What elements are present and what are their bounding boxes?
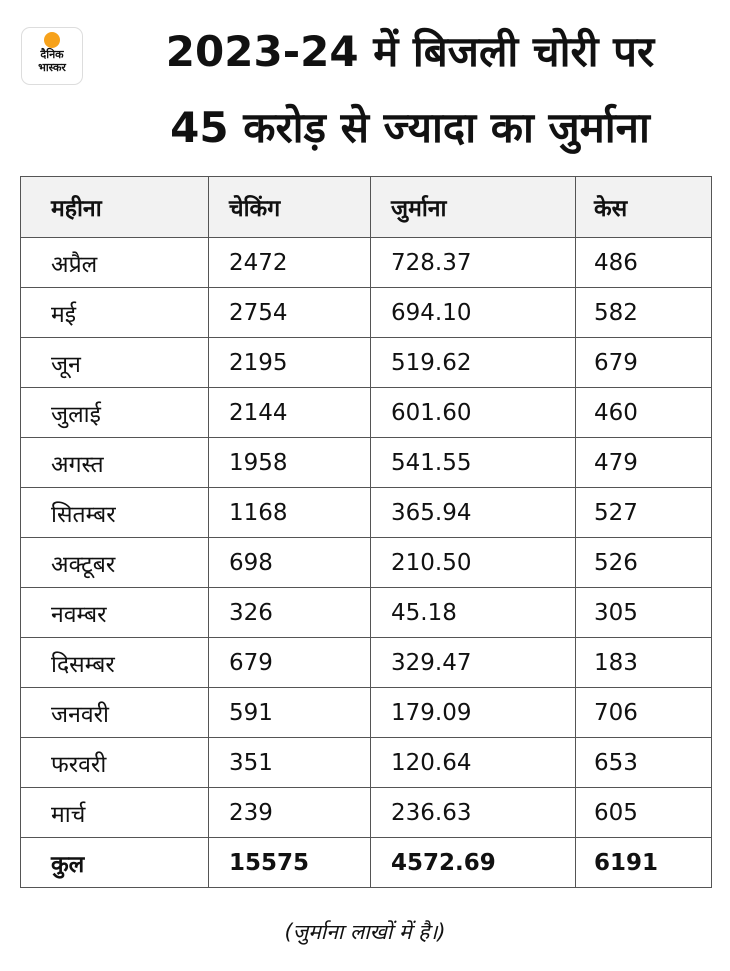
table-cell: 527: [575, 487, 712, 538]
table-cell: अप्रैल: [20, 237, 209, 288]
table-cell: 210.50: [370, 537, 576, 588]
table-row: मार्च 239 236.63 605: [20, 787, 712, 838]
table-cell: नवम्बर: [20, 587, 209, 638]
table-cell: 526: [575, 537, 712, 588]
table-cell: 179.09: [370, 687, 576, 738]
table-cell: 698: [208, 537, 371, 588]
table-cell: अगस्त: [20, 437, 209, 488]
table-cell: जनवरी: [20, 687, 209, 738]
table-cell: 1958: [208, 437, 371, 488]
table-row: मई 2754 694.10 582: [20, 287, 712, 338]
table-row: अगस्त 1958 541.55 479: [20, 437, 712, 488]
table-cell: 351: [208, 737, 371, 788]
table-row: जून 2195 519.62 679: [20, 337, 712, 388]
table-cell: 653: [575, 737, 712, 788]
table-cell: अक्टूबर: [20, 537, 209, 588]
table-cell: 679: [575, 337, 712, 388]
table-cell: 519.62: [370, 337, 576, 388]
total-cell: कुल: [20, 837, 209, 888]
logo: दैनिक भास्कर: [22, 28, 82, 84]
table-cell: 120.64: [370, 737, 576, 788]
table-cell: दिसम्बर: [20, 637, 209, 688]
table-cell: 706: [575, 687, 712, 738]
table-cell: मार्च: [20, 787, 209, 838]
table-cell: 601.60: [370, 387, 576, 438]
logo-sun: [44, 32, 60, 48]
table-cell: 2195: [208, 337, 371, 388]
logo-text: दैनिक: [40, 48, 64, 61]
table-cell: 679: [208, 637, 371, 688]
table-row: अक्टूबर 698 210.50 526: [20, 537, 712, 588]
total-row: कुल 15575 4572.69 6191: [20, 837, 712, 888]
table-row: जनवरी 591 179.09 706: [20, 687, 712, 738]
table-cell: सितम्बर: [20, 487, 209, 538]
title: 45 करोड़ से ज्यादा का जुर्माना: [170, 103, 650, 152]
total-cell: 15575: [208, 837, 371, 888]
table-cell: 479: [575, 437, 712, 488]
table-cell: 239: [208, 787, 371, 838]
table-cell: 365.94: [370, 487, 576, 538]
table-row: जुलाई 2144 601.60 460: [20, 387, 712, 438]
table-cell: 728.37: [370, 237, 576, 288]
table-cell: 591: [208, 687, 371, 738]
table-cell: जून: [20, 337, 209, 388]
footnote: (जुर्माना लाखों में है।): [284, 920, 446, 944]
table-cell: 460: [575, 387, 712, 438]
table-row: सितम्बर 1168 365.94 527: [20, 487, 712, 538]
table-row: दिसम्बर 679 329.47 183: [20, 637, 712, 688]
data-table: महीना चेकिंग जुर्माना केस अप्रैल 2472 728.37 4…: [20, 176, 712, 888]
table-cell: 694.10: [370, 287, 576, 338]
table-cell: 236.63: [370, 787, 576, 838]
table-cell: 486: [575, 237, 712, 288]
table-cell: 2144: [208, 387, 371, 438]
total-cell: 4572.69: [370, 837, 576, 888]
total-cell: 6191: [575, 837, 712, 888]
column-header: महीना: [20, 176, 209, 238]
title: 2023-24 में बिजली चोरी पर: [165, 27, 655, 76]
table-cell: 326: [208, 587, 371, 638]
table-cell: मई: [20, 287, 209, 338]
table-cell: 305: [575, 587, 712, 638]
table-cell: जुलाई: [20, 387, 209, 438]
table-cell: 2472: [208, 237, 371, 288]
column-header: जुर्माना: [370, 176, 576, 238]
table-cell: 582: [575, 287, 712, 338]
column-header: केस: [575, 176, 712, 238]
table-cell: 605: [575, 787, 712, 838]
logo-text: भास्कर: [38, 61, 66, 74]
table-row: नवम्बर 326 45.18 305: [20, 587, 712, 638]
table-cell: 1168: [208, 487, 371, 538]
table-cell: 45.18: [370, 587, 576, 638]
table-cell: फरवरी: [20, 737, 209, 788]
table-cell: 541.55: [370, 437, 576, 488]
table-cell: 329.47: [370, 637, 576, 688]
table-cell: 183: [575, 637, 712, 688]
header-row: महीना चेकिंग जुर्माना केस: [20, 176, 712, 238]
table-row: अप्रैल 2472 728.37 486: [20, 237, 712, 288]
table-row: फरवरी 351 120.64 653: [20, 737, 712, 788]
column-header: चेकिंग: [208, 176, 371, 238]
table-cell: 2754: [208, 287, 371, 338]
